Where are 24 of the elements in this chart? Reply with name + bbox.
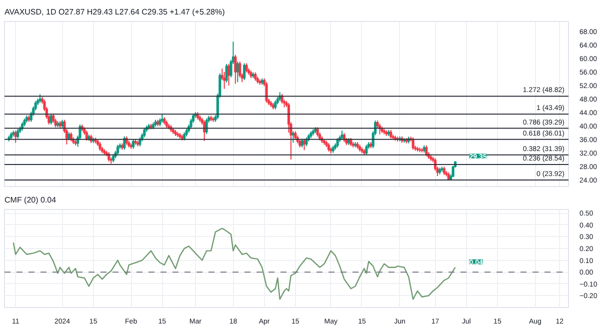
candlestick bbox=[316, 126, 319, 138]
candlestick bbox=[203, 120, 206, 142]
chart-title: AVAXUSD, 1D O27.87 H29.43 L27.64 C29.35 +1.47 (+5.28%) bbox=[4, 8, 226, 16]
candlestick bbox=[52, 113, 55, 124]
candlestick bbox=[425, 144, 428, 157]
candlestick bbox=[116, 144, 120, 156]
candlestick bbox=[274, 100, 277, 110]
chart-title: CMF (20) 0.04 bbox=[4, 196, 57, 204]
candlestick bbox=[16, 128, 20, 140]
candlestick bbox=[123, 136, 126, 150]
candlestick bbox=[336, 138, 339, 148]
candlestick bbox=[243, 62, 246, 81]
candlestick bbox=[238, 61, 242, 78]
candlestick bbox=[265, 82, 268, 104]
candlestick bbox=[190, 118, 192, 130]
candlestick bbox=[143, 127, 146, 138]
line-series bbox=[12, 228, 456, 300]
candlestick bbox=[245, 62, 248, 73]
candlestick bbox=[85, 130, 88, 142]
candlestick bbox=[223, 72, 226, 90]
candlestick bbox=[365, 144, 368, 156]
candlestick bbox=[234, 54, 237, 84]
candlestick bbox=[205, 118, 208, 134]
candlestick bbox=[340, 130, 344, 140]
